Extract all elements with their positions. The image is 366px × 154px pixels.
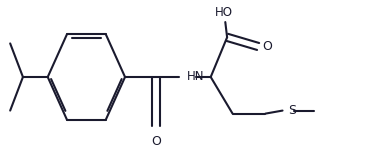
Text: HO: HO (214, 6, 232, 19)
Text: O: O (262, 40, 272, 53)
Text: HN: HN (187, 71, 205, 83)
Text: O: O (151, 135, 161, 148)
Text: S: S (288, 104, 296, 117)
